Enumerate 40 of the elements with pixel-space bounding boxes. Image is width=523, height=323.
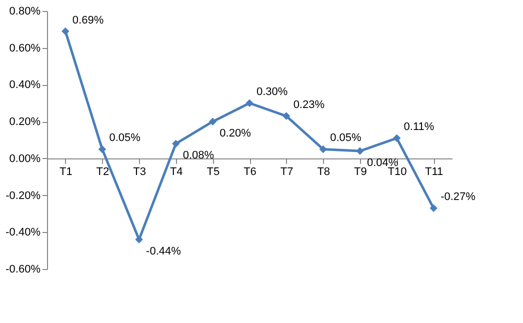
data-label: 0.69% bbox=[72, 14, 104, 26]
data-label: 0.05% bbox=[109, 132, 141, 144]
data-label: 0.11% bbox=[404, 121, 434, 134]
x-tick-label: T7 bbox=[280, 166, 294, 178]
x-tick-label: T8 bbox=[317, 166, 330, 178]
y-tick-label: -0.20% bbox=[6, 190, 41, 202]
y-tick-label: 0.80% bbox=[9, 6, 41, 18]
y-tick-label: -0.40% bbox=[6, 226, 41, 239]
data-label: -0.27% bbox=[440, 191, 476, 204]
x-tick-label: T10 bbox=[388, 166, 407, 178]
point bbox=[356, 147, 364, 155]
data-label: 0.30% bbox=[256, 86, 288, 98]
x-tick-label: T5 bbox=[206, 166, 220, 178]
x-tick-label: T3 bbox=[133, 166, 146, 178]
data-label: 0.20% bbox=[220, 128, 252, 140]
data-label: 0.23% bbox=[293, 99, 325, 112]
point bbox=[172, 140, 180, 148]
y-tick-label: 0.00% bbox=[9, 152, 41, 165]
point bbox=[430, 204, 438, 212]
point bbox=[282, 112, 290, 120]
x-tick-label: T11 bbox=[425, 166, 444, 178]
x-tick-label: T1 bbox=[59, 166, 72, 178]
x-tick-label: T9 bbox=[354, 166, 367, 178]
y-tick-label: 0.60% bbox=[9, 42, 41, 54]
data-label: -0.44% bbox=[146, 246, 182, 258]
point bbox=[208, 118, 217, 126]
x-tick-label: T6 bbox=[244, 166, 256, 178]
point bbox=[62, 27, 70, 36]
data-label: 0.08% bbox=[182, 150, 214, 162]
x-tick-label: T2 bbox=[96, 166, 110, 178]
y-tick-label: 0.40% bbox=[9, 79, 41, 92]
point bbox=[392, 134, 401, 142]
point bbox=[319, 145, 328, 154]
point bbox=[246, 99, 254, 108]
point bbox=[135, 236, 143, 244]
point bbox=[98, 145, 106, 154]
y-tick-label: -0.60% bbox=[6, 264, 41, 276]
x-tick-label: T4 bbox=[170, 166, 183, 178]
data-label: 0.05% bbox=[330, 132, 362, 144]
y-tick-label: 0.20% bbox=[9, 116, 41, 128]
